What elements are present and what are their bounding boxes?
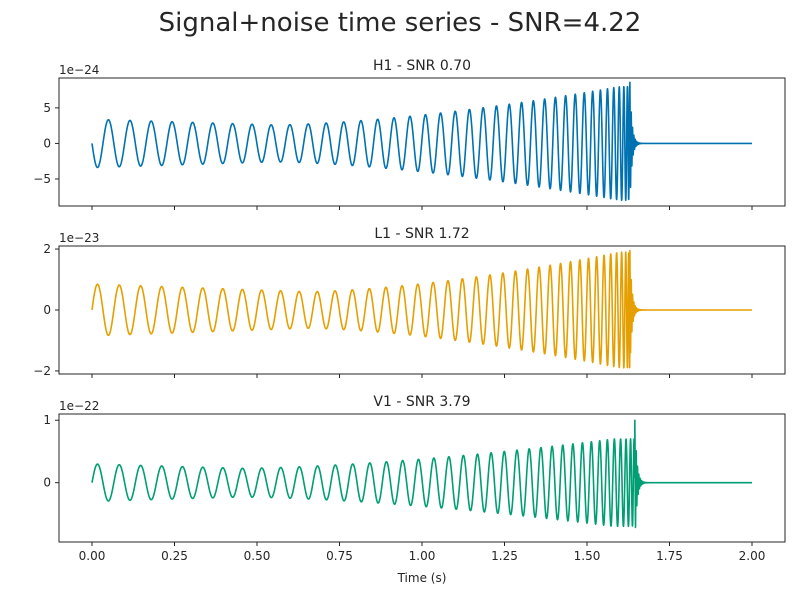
x-tick-label: 1.50 xyxy=(574,549,601,563)
y-scale-label: 1e−22 xyxy=(59,399,99,413)
y-tick-label: −5 xyxy=(33,172,51,186)
x-tick-label: 2.00 xyxy=(739,549,766,563)
x-tick-label: 1.75 xyxy=(656,549,683,563)
y-scale-label: 1e−23 xyxy=(59,231,99,245)
x-tick-label: 1.25 xyxy=(491,549,518,563)
x-tick-label: 0.75 xyxy=(326,549,353,563)
y-tick-label: −2 xyxy=(33,364,51,378)
page-title: Signal+noise time series - SNR=4.22 xyxy=(158,8,642,38)
y-tick-label: 0 xyxy=(43,303,51,317)
y-tick-label: 5 xyxy=(43,101,51,115)
y-tick-label: 0 xyxy=(43,476,51,490)
series-line xyxy=(91,81,753,202)
series-line xyxy=(91,419,753,529)
y-scale-label: 1e−24 xyxy=(59,63,99,77)
x-axis-label: Time (s) xyxy=(397,571,447,585)
x-tick-label: 1.00 xyxy=(409,549,436,563)
series-line xyxy=(91,249,753,369)
panel-title: H1 - SNR 0.70 xyxy=(373,58,471,74)
x-tick-label: 0.50 xyxy=(244,549,271,563)
x-tick-label: 0.00 xyxy=(79,549,106,563)
y-tick-label: 1 xyxy=(43,413,51,427)
panel-title: V1 - SNR 3.79 xyxy=(373,394,470,410)
x-tick-label: 0.25 xyxy=(161,549,188,563)
y-tick-label: 2 xyxy=(43,242,51,256)
y-tick-label: 0 xyxy=(43,136,51,150)
panel-title: L1 - SNR 1.72 xyxy=(374,226,469,242)
